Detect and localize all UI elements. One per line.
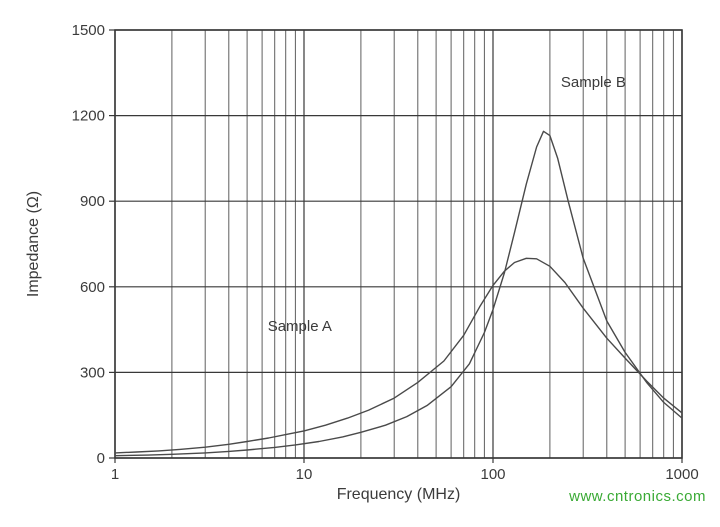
svg-text:900: 900 bbox=[80, 193, 105, 210]
y-axis-label: Impedance (Ω) bbox=[25, 190, 42, 298]
svg-text:10: 10 bbox=[296, 466, 313, 483]
x-axis-label: Frequency (MHz) bbox=[336, 486, 461, 503]
svg-text:Sample A: Sample A bbox=[268, 318, 332, 335]
svg-text:1: 1 bbox=[111, 466, 119, 483]
svg-text:100: 100 bbox=[480, 466, 505, 483]
svg-text:300: 300 bbox=[80, 364, 105, 381]
svg-text:0: 0 bbox=[97, 450, 105, 467]
svg-text:600: 600 bbox=[80, 279, 105, 296]
svg-text:1200: 1200 bbox=[72, 108, 105, 125]
watermark: www.cntronics.com bbox=[569, 488, 706, 505]
svg-text:1000: 1000 bbox=[665, 466, 698, 483]
svg-text:1500: 1500 bbox=[72, 22, 105, 39]
svg-text:Sample B: Sample B bbox=[561, 74, 626, 91]
